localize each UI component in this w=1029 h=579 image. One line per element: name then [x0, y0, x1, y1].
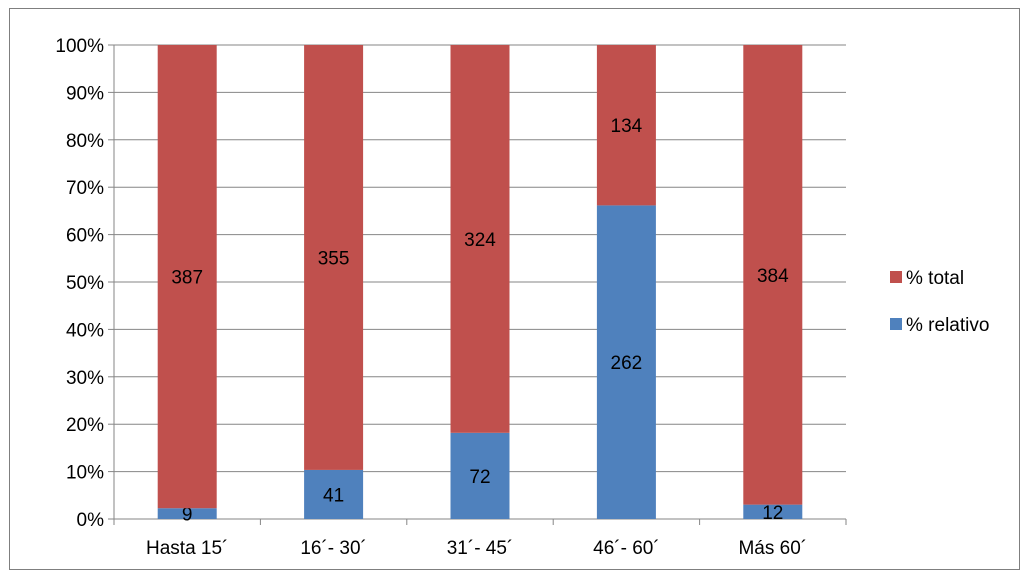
data-label: 355	[318, 248, 350, 269]
chart-frame: 0% 10% 20% 30% 40% 50% 60% 70% 80% 90% 100% 9 387 Has…	[9, 8, 1020, 570]
bar-segment	[304, 45, 364, 470]
data-label: 41	[323, 485, 344, 506]
data-label: 384	[757, 266, 789, 287]
x-tick-label: 46´- 60´	[593, 538, 660, 559]
x-tick-label: Hasta 15´	[146, 538, 228, 559]
bar-segment	[743, 45, 803, 505]
y-tick-label: 0%	[77, 510, 105, 531]
legend-swatch	[890, 318, 902, 330]
bar-segment	[157, 45, 217, 509]
data-label: 9	[182, 505, 193, 526]
x-tick-label: 16´- 30´	[300, 538, 367, 559]
bar-segment	[743, 504, 803, 519]
y-tick-label: 100%	[55, 36, 104, 57]
legend-label: % total	[906, 268, 964, 289]
bar-segment	[596, 45, 656, 206]
y-tick-label: 80%	[66, 131, 104, 152]
data-label: 134	[611, 116, 643, 137]
data-label: 387	[171, 268, 203, 289]
data-label: 324	[464, 230, 496, 251]
x-tick-label: 31´- 45´	[447, 538, 514, 559]
x-tick-label: Más 60´	[738, 538, 807, 559]
data-label: 262	[611, 353, 643, 374]
y-tick-label: 90%	[66, 83, 104, 104]
data-label: 12	[762, 503, 783, 524]
bar-segment	[157, 508, 217, 519]
bar-segment	[450, 432, 510, 519]
bar-segment	[450, 45, 510, 433]
y-tick-label: 60%	[66, 226, 104, 247]
y-tick-label: 40%	[66, 320, 104, 341]
stacked-bar-chart: 0% 10% 20% 30% 40% 50% 60% 70% 80% 90% 100% 9 387 Has…	[55, 36, 989, 559]
bar-segment	[304, 469, 364, 519]
y-tick-label: 30%	[66, 368, 104, 389]
legend-label: % relativo	[906, 315, 989, 336]
y-tick-label: 70%	[66, 178, 104, 199]
y-tick-label: 50%	[66, 273, 104, 294]
data-label: 72	[469, 467, 490, 488]
legend-swatch	[890, 271, 902, 283]
bar-segment	[596, 205, 656, 520]
y-tick-label: 10%	[66, 463, 104, 484]
y-tick-label: 20%	[66, 415, 104, 436]
